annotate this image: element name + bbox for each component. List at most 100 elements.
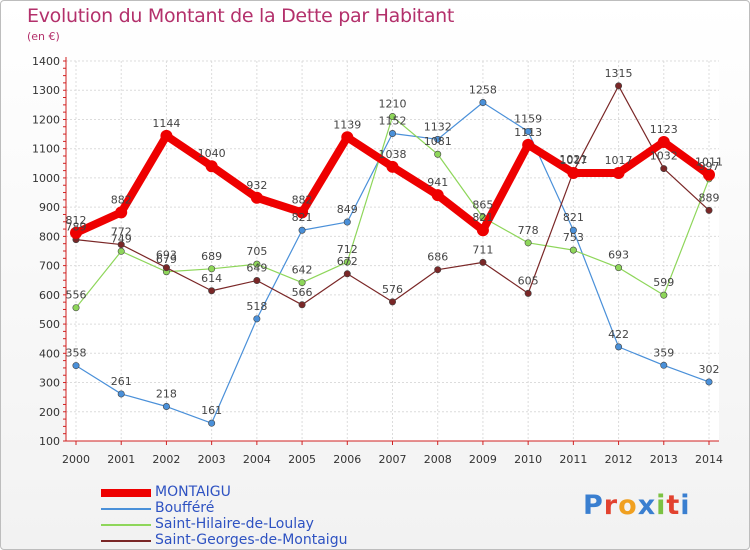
data-label: 889 (699, 191, 720, 204)
data-label: 1210 (379, 98, 407, 111)
data-point (205, 160, 218, 173)
data-point (703, 168, 715, 181)
x-tick-label: 2014 (695, 453, 723, 466)
y-tick-label: 400 (39, 347, 60, 360)
data-label: 1032 (650, 150, 678, 163)
data-label: 1040 (198, 147, 226, 160)
y-tick-label: 300 (39, 377, 60, 390)
data-label: 218 (156, 388, 177, 401)
data-point (569, 226, 577, 234)
data-point (160, 129, 173, 142)
x-tick-label: 2012 (605, 453, 633, 466)
data-label: 1021 (559, 153, 587, 166)
data-point (524, 239, 532, 247)
data-label: 1152 (379, 114, 407, 127)
legend-swatch (101, 489, 151, 497)
legend-label: Saint-Georges-de-Montaigu (155, 532, 348, 548)
x-tick-label: 2010 (514, 453, 542, 466)
data-label: 789 (66, 221, 87, 234)
y-tick-label: 1300 (32, 84, 60, 97)
data-label: 672 (337, 255, 358, 268)
data-label: 865 (472, 198, 493, 211)
data-point (660, 361, 668, 369)
data-point (615, 264, 623, 272)
data-label: 753 (563, 231, 584, 244)
y-tick-label: 200 (39, 406, 60, 419)
data-label: 605 (518, 274, 539, 287)
data-label: 941 (427, 176, 448, 189)
data-label: 261 (111, 375, 132, 388)
data-point (70, 226, 82, 239)
data-point (298, 301, 306, 309)
data-label: 997 (699, 160, 720, 173)
data-label: 705 (246, 245, 267, 258)
data-label: 849 (337, 203, 358, 216)
data-label: 1159 (514, 112, 542, 125)
x-tick-label: 2002 (152, 453, 180, 466)
data-label: 693 (156, 249, 177, 262)
data-label: 1315 (605, 67, 633, 80)
data-point (253, 315, 261, 323)
proxiti-logo: Proxiti (583, 490, 691, 521)
data-point (343, 258, 351, 266)
data-label: 1123 (650, 123, 678, 136)
data-label: 1011 (695, 156, 723, 169)
y-tick-label: 1200 (32, 113, 60, 126)
data-point (208, 419, 216, 427)
y-tick-label: 1100 (32, 143, 60, 156)
data-label: 932 (246, 179, 267, 192)
data-point (705, 206, 713, 214)
data-point (117, 241, 125, 249)
data-point (343, 218, 351, 226)
data-point (388, 129, 396, 137)
data-point (569, 246, 577, 254)
y-tick-label: 1000 (32, 172, 60, 185)
x-tick-label: 2001 (107, 453, 135, 466)
chart-title: Evolution du Montant de la Dette par Hab… (27, 5, 455, 27)
y-tick-label: 600 (39, 289, 60, 302)
x-tick-label: 2009 (469, 453, 497, 466)
data-point (298, 226, 306, 234)
data-point (250, 191, 263, 204)
legend-label: Saint-Hilaire-de-Loulay (155, 516, 314, 532)
data-point (476, 224, 489, 237)
data-label: 1081 (424, 135, 452, 148)
data-label: 711 (472, 243, 493, 256)
data-label: 1017 (559, 154, 587, 167)
data-point (479, 99, 487, 107)
x-tick-label: 2005 (288, 453, 316, 466)
data-label: 599 (653, 276, 674, 289)
x-tick-label: 2011 (559, 453, 587, 466)
x-tick-label: 2008 (424, 453, 452, 466)
data-label: 1144 (152, 117, 180, 130)
y-tick-label: 900 (39, 201, 60, 214)
data-point (388, 298, 396, 306)
data-label: 882 (111, 193, 132, 206)
data-label: 422 (608, 328, 629, 341)
data-point (253, 260, 261, 268)
legend-label: MONTAIGU (155, 484, 231, 500)
data-label: 576 (382, 283, 403, 296)
y-tick-label: 1400 (32, 55, 60, 68)
y-tick-label: 800 (39, 230, 60, 243)
data-point (117, 390, 125, 398)
data-label: 614 (201, 272, 222, 285)
data-point (72, 304, 80, 312)
data-point (115, 206, 128, 219)
data-label: 1038 (379, 148, 407, 161)
data-label: 778 (518, 224, 539, 237)
data-label: 161 (201, 404, 222, 417)
data-label: 882 (292, 193, 313, 206)
data-point (162, 403, 170, 411)
data-point (162, 264, 170, 272)
data-point (208, 265, 216, 273)
data-point (657, 135, 670, 148)
data-label: 1258 (469, 84, 497, 97)
data-label: 556 (66, 289, 87, 302)
data-point (388, 113, 396, 121)
data-label: 712 (337, 243, 358, 256)
data-label: 302 (699, 363, 720, 376)
data-label: 821 (472, 211, 493, 224)
data-label: 821 (563, 211, 584, 224)
